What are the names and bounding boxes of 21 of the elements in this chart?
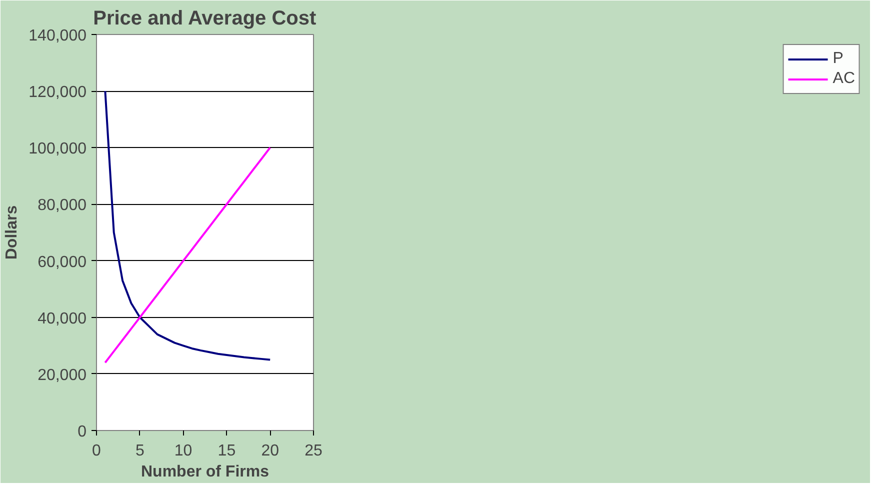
y-tick-label: 100,000: [28, 140, 87, 158]
y-tick-label: 120,000: [28, 84, 87, 102]
y-tick-label: 140,000: [28, 28, 87, 44]
y-tick-label: 20,000: [38, 366, 87, 384]
chart-title: Price and Average Cost: [93, 8, 316, 30]
legend-label: P: [832, 50, 844, 68]
line-series: [104, 146, 272, 364]
x-tick-label: 15: [218, 442, 236, 460]
y-axis-title: Dollars: [4, 205, 21, 260]
y-tick-label: 60,000: [38, 254, 87, 271]
legend-label: AC: [832, 70, 855, 88]
x-tick-label: 0: [92, 442, 102, 460]
x-tick-label: 20: [261, 442, 280, 460]
x-tick-label: 10: [174, 442, 192, 460]
x-tick-label: 25: [304, 442, 322, 460]
y-tick-label: 40,000: [38, 310, 87, 328]
line-series: [104, 90, 272, 361]
y-tick-label: 0: [78, 424, 87, 440]
x-tick-label: 5: [135, 442, 144, 460]
x-axis-title: Number of Firms: [140, 464, 270, 480]
y-tick-label: 80,000: [38, 197, 87, 214]
